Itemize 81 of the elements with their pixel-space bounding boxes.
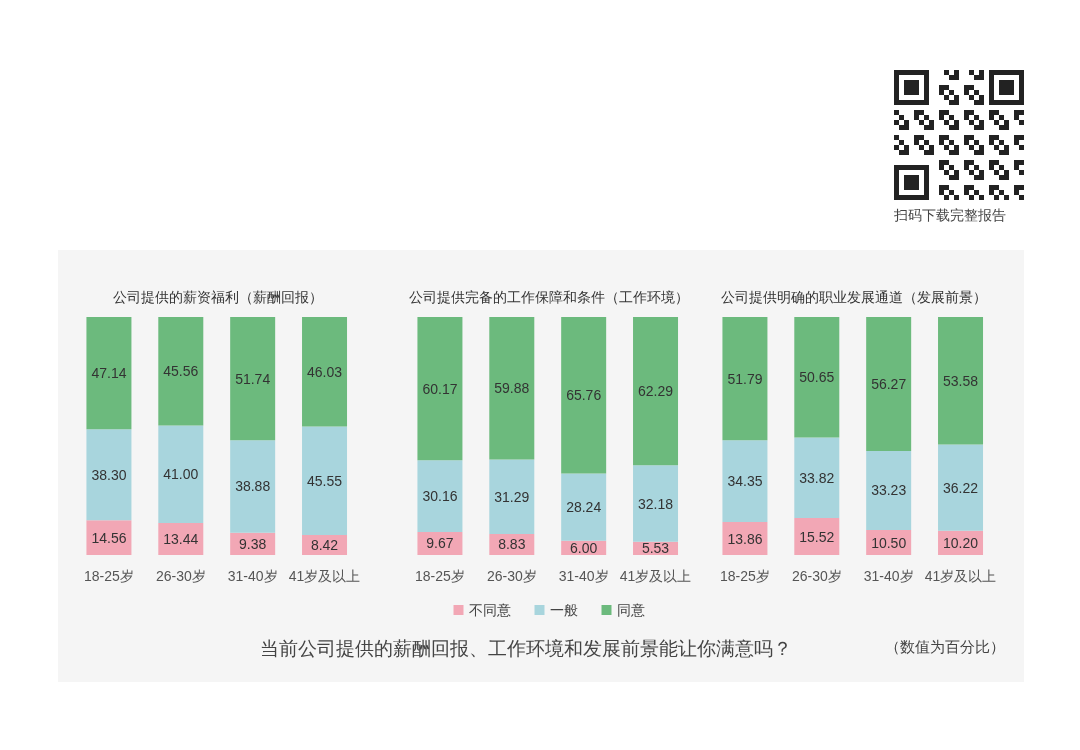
x-tick-label: 18-25岁 xyxy=(84,568,134,584)
bar xyxy=(489,459,535,534)
data-label: 33.23 xyxy=(871,482,907,499)
bar xyxy=(866,317,912,451)
data-label: 36.22 xyxy=(943,479,979,496)
x-tick-label: 18-25岁 xyxy=(415,568,465,584)
bar xyxy=(230,440,276,533)
data-label: 51.79 xyxy=(727,370,763,387)
bar xyxy=(794,437,840,519)
data-label: 38.30 xyxy=(91,466,127,483)
data-label: 10.50 xyxy=(871,534,907,551)
bar xyxy=(489,317,535,460)
legend-label: 一般 xyxy=(549,602,578,618)
data-label: 56.27 xyxy=(871,375,907,392)
x-tick-label: 26-30岁 xyxy=(155,568,206,584)
x-tick-label: 31-40岁 xyxy=(558,568,609,584)
x-tick-label: 31-40岁 xyxy=(227,568,278,584)
data-label: 51.74 xyxy=(235,370,271,387)
data-label: 46.03 xyxy=(307,363,343,380)
x-tick-label: 31-40岁 xyxy=(863,568,914,584)
bar xyxy=(722,317,768,441)
text: （数值为百分比） xyxy=(885,638,1005,657)
bar xyxy=(633,465,679,542)
bar xyxy=(722,440,768,523)
data-label: 53.58 xyxy=(943,372,979,389)
bar xyxy=(230,317,276,441)
bar xyxy=(417,317,463,461)
data-label: 47.14 xyxy=(91,365,127,382)
data-label: 6.00 xyxy=(570,539,598,556)
data-label: 62.29 xyxy=(638,383,674,400)
x-tick-label: 26-30岁 xyxy=(791,568,842,584)
data-label: 59.88 xyxy=(494,380,530,397)
bar xyxy=(561,473,607,541)
data-label: 31.29 xyxy=(494,488,530,505)
chart-title: 公司提供明确的职业发展通道（发展前景） xyxy=(721,289,987,305)
data-label: 60.17 xyxy=(422,380,458,397)
bar xyxy=(633,317,679,466)
bar xyxy=(86,429,132,521)
data-label: 33.82 xyxy=(799,469,835,486)
data-label: 41.00 xyxy=(163,466,199,483)
x-tick-label: 41岁及以上 xyxy=(288,568,361,584)
bar xyxy=(938,317,984,445)
data-label: 28.24 xyxy=(566,499,602,516)
bar xyxy=(938,444,984,531)
x-tick-label: 26-30岁 xyxy=(486,568,537,584)
bar xyxy=(794,317,840,438)
data-label: 13.44 xyxy=(163,531,199,548)
bar xyxy=(158,317,204,426)
text: 当前公司提供的薪酬回报、工作环境和发展前景能让你满意吗？ xyxy=(260,636,792,661)
data-label: 32.18 xyxy=(638,495,674,512)
legend-label: 不同意 xyxy=(468,602,511,618)
data-label: 45.56 xyxy=(163,363,199,380)
data-label: 9.67 xyxy=(426,535,454,552)
data-label: 14.56 xyxy=(91,529,127,546)
x-tick-label: 18-25岁 xyxy=(720,568,770,584)
bar xyxy=(158,425,204,524)
bar xyxy=(561,317,607,474)
legend-label: 同意 xyxy=(616,602,645,618)
bar xyxy=(302,317,348,427)
chart-title: 公司提供完备的工作保障和条件（工作环境） xyxy=(409,289,689,305)
data-label: 50.65 xyxy=(799,369,835,386)
data-label: 9.38 xyxy=(239,535,267,552)
data-label: 8.42 xyxy=(310,536,339,553)
chart-title: 公司提供的薪资福利（薪酬回报） xyxy=(113,289,323,305)
data-label: 15.52 xyxy=(799,528,835,545)
bar xyxy=(866,450,912,531)
data-label: 45.55 xyxy=(307,472,343,489)
data-label: 65.76 xyxy=(566,387,602,404)
bar xyxy=(417,460,463,532)
data-label: 13.86 xyxy=(727,530,763,547)
data-label: 34.35 xyxy=(727,473,763,490)
data-label: 8.83 xyxy=(498,536,526,553)
text: 扫码下载完整报告 xyxy=(894,207,1006,225)
data-label: 10.20 xyxy=(943,534,979,551)
bar xyxy=(302,426,348,535)
data-label: 38.88 xyxy=(235,478,271,495)
data-label: 30.16 xyxy=(422,488,458,505)
bar xyxy=(86,317,132,430)
data-label: 5.53 xyxy=(641,540,670,557)
x-tick-label: 41岁及以上 xyxy=(924,568,997,584)
x-tick-label: 41岁及以上 xyxy=(619,568,692,584)
